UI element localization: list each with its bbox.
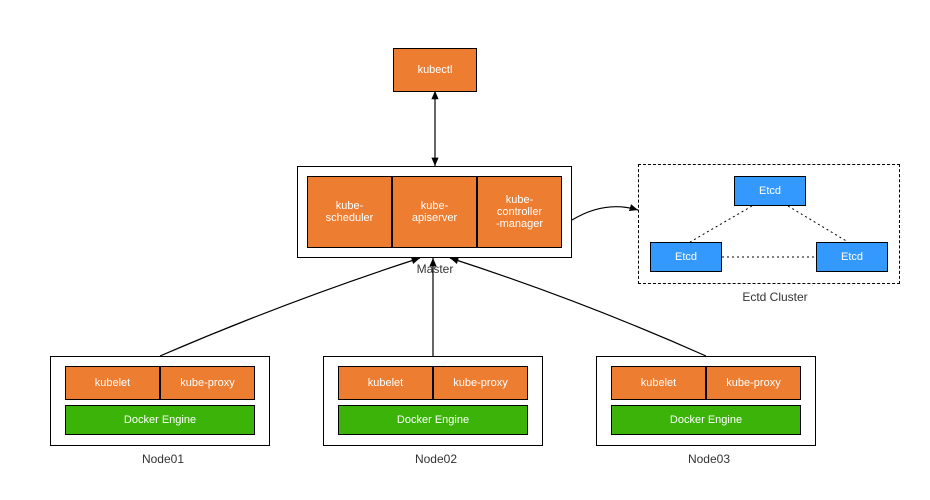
node01-label: Node01 [138,452,188,466]
node03-proxy-box: kube-proxy [706,366,801,400]
master-label: Master [400,262,470,276]
kube-scheduler-box: kube- scheduler [307,176,392,248]
etcd-right-box: Etcd [816,242,888,272]
node03-docker-label: Docker Engine [670,414,742,426]
node01-proxy-label: kube-proxy [180,377,234,389]
kubectl-label: kubectl [418,64,453,76]
node01-kubelet-label: kubelet [95,377,130,389]
kube-apiserver-label: kube- apiserver [412,200,457,224]
etcd-right-label: Etcd [841,251,863,263]
kube-controller-label: kube- controller -manager [496,194,543,230]
node02-proxy-box: kube-proxy [433,366,528,400]
node03-kubelet-label: kubelet [641,377,676,389]
etcd-left-box: Etcd [650,242,722,272]
node02-kubelet-box: kubelet [338,366,433,400]
etcd-cluster-label: Ectd Cluster [735,290,815,304]
node02-docker-box: Docker Engine [338,405,528,435]
node02-label: Node02 [411,452,461,466]
node01-docker-box: Docker Engine [65,405,255,435]
node01-docker-label: Docker Engine [124,414,196,426]
node01-proxy-box: kube-proxy [160,366,255,400]
etcd-top-label: Etcd [759,185,781,197]
edge-master-etcd [572,207,638,220]
node02-kubelet-label: kubelet [368,377,403,389]
kube-scheduler-label: kube- scheduler [326,200,374,224]
node03-docker-box: Docker Engine [611,405,801,435]
node02-proxy-label: kube-proxy [453,377,507,389]
node02-docker-label: Docker Engine [397,414,469,426]
etcd-top-box: Etcd [734,176,806,206]
node01-kubelet-box: kubelet [65,366,160,400]
node03-label: Node03 [684,452,734,466]
kube-controller-box: kube- controller -manager [477,176,562,248]
node03-proxy-label: kube-proxy [726,377,780,389]
edge-node01-master [160,258,420,356]
node03-kubelet-box: kubelet [611,366,706,400]
kubectl-box: kubectl [393,48,477,92]
kube-apiserver-box: kube- apiserver [392,176,477,248]
etcd-left-label: Etcd [675,251,697,263]
